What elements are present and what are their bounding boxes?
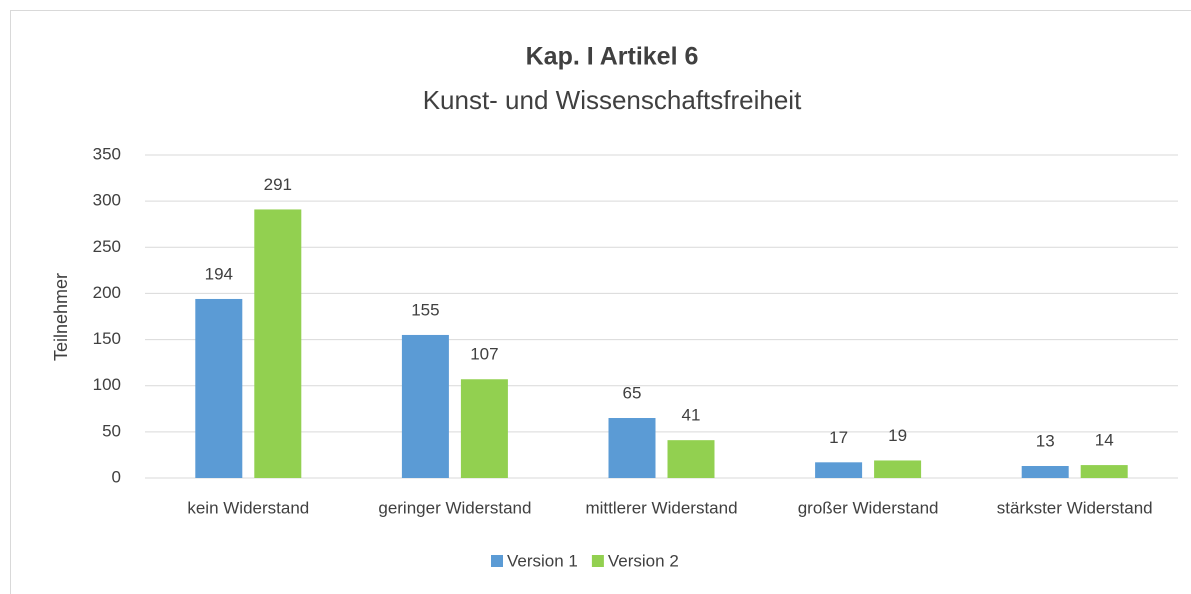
y-tick-label: 150 [93, 329, 121, 348]
y-tick-label: 350 [93, 144, 121, 163]
data-label: 17 [829, 428, 848, 447]
chart-frame [10, 10, 1191, 594]
y-tick-label: 300 [93, 191, 121, 210]
bar [608, 418, 656, 478]
x-tick-label: mittlerer Widerstand [585, 498, 737, 517]
y-axis-label: Teilnehmer [51, 273, 71, 361]
bar [667, 440, 715, 478]
data-label: 155 [411, 300, 439, 319]
legend-label: Version 2 [608, 551, 679, 570]
data-label: 13 [1036, 431, 1055, 450]
x-tick-label: geringer Widerstand [378, 498, 531, 517]
legend-swatch [491, 555, 503, 567]
y-tick-label: 200 [93, 283, 121, 302]
chart-title: Kap. I Artikel 6 [526, 43, 699, 71]
y-tick-label: 50 [102, 421, 121, 440]
bar [401, 334, 449, 478]
data-label: 291 [264, 175, 292, 194]
x-tick-label: großer Widerstand [798, 498, 939, 517]
y-tick-label: 250 [93, 237, 121, 256]
data-label: 14 [1095, 431, 1114, 450]
bar [874, 460, 922, 478]
bar [460, 379, 508, 478]
data-label: 65 [623, 383, 642, 402]
chart-subtitle: Kunst- und Wissenschaftsfreiheit [423, 85, 802, 115]
bar [254, 209, 302, 478]
x-tick-label: stärkster Widerstand [997, 498, 1153, 517]
legend-swatch [591, 555, 604, 567]
y-tick-label: 0 [112, 467, 121, 486]
y-tick-label: 100 [93, 375, 121, 394]
x-tick-label: kein Widerstand [187, 498, 309, 517]
data-label: 194 [205, 264, 233, 283]
bar [1021, 466, 1069, 478]
data-label: 41 [682, 406, 701, 425]
bar [815, 462, 863, 478]
bar [195, 298, 243, 478]
data-label: 107 [470, 345, 498, 364]
bar [1080, 465, 1128, 478]
data-label: 19 [888, 426, 907, 445]
legend-label: Version 1 [507, 551, 578, 570]
